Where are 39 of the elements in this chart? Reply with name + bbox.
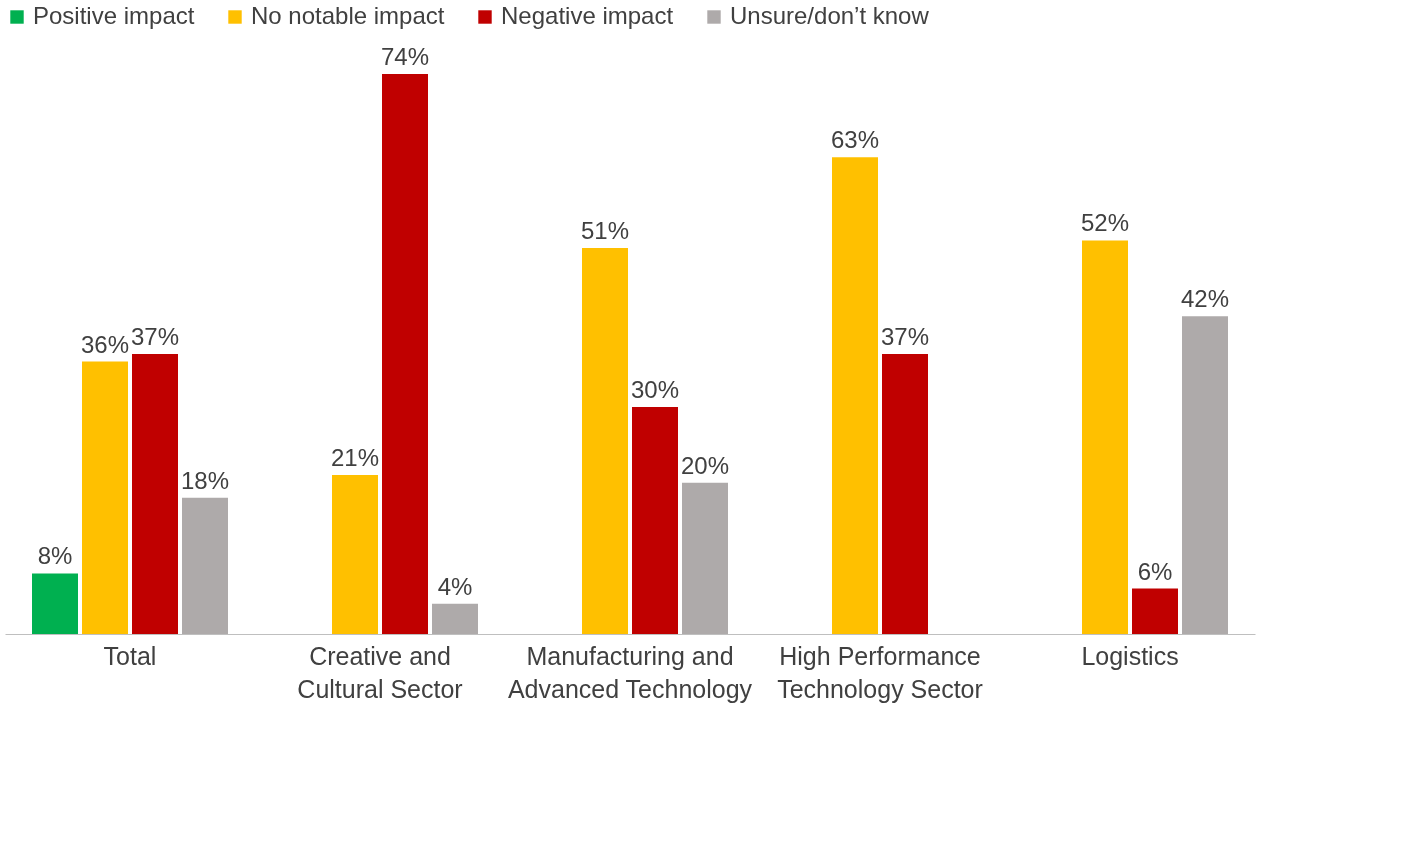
bar (1182, 316, 1228, 634)
legend-label: Unsure/don’t know (730, 2, 930, 29)
x-tick-label: Manufacturing and Advanced Technology (507, 641, 753, 703)
x-tick-label: High Performance Technology Sector (777, 641, 983, 703)
data-label: 37% (880, 323, 930, 350)
legend-label: No notable impact (251, 2, 445, 29)
bar (882, 354, 928, 634)
bar (182, 497, 228, 634)
data-label: 8% (37, 542, 73, 570)
data-label: 30% (630, 375, 680, 403)
x-tick-label: Creative and Cultural Sector (297, 641, 463, 703)
bar (332, 475, 378, 634)
bar (132, 354, 178, 634)
x-tick-label: Total (103, 641, 157, 670)
bar (382, 74, 428, 634)
x-tick-label: Logistics (1081, 641, 1179, 670)
data-label: 74% (380, 43, 430, 70)
bar (832, 157, 878, 634)
bar (582, 248, 628, 634)
bar (1132, 588, 1178, 634)
data-label: 51% (580, 217, 630, 245)
legend-label: Positive impact (33, 2, 195, 29)
bar (32, 573, 78, 634)
bar (1082, 240, 1128, 634)
bar (82, 361, 128, 634)
data-label: 20% (680, 451, 730, 479)
data-label: 18% (180, 466, 230, 494)
legend-label: Negative impact (501, 2, 674, 29)
bar (682, 482, 728, 634)
data-label: 52% (1080, 209, 1130, 237)
bar (632, 406, 678, 634)
bar (432, 603, 478, 634)
data-label: 42% (1180, 285, 1230, 313)
data-label: 6% (1137, 557, 1173, 585)
data-label: 37% (130, 323, 180, 350)
data-label: 21% (330, 444, 380, 472)
data-label: 4% (437, 572, 473, 600)
data-label: 63% (830, 126, 880, 154)
data-label: 36% (80, 330, 130, 358)
